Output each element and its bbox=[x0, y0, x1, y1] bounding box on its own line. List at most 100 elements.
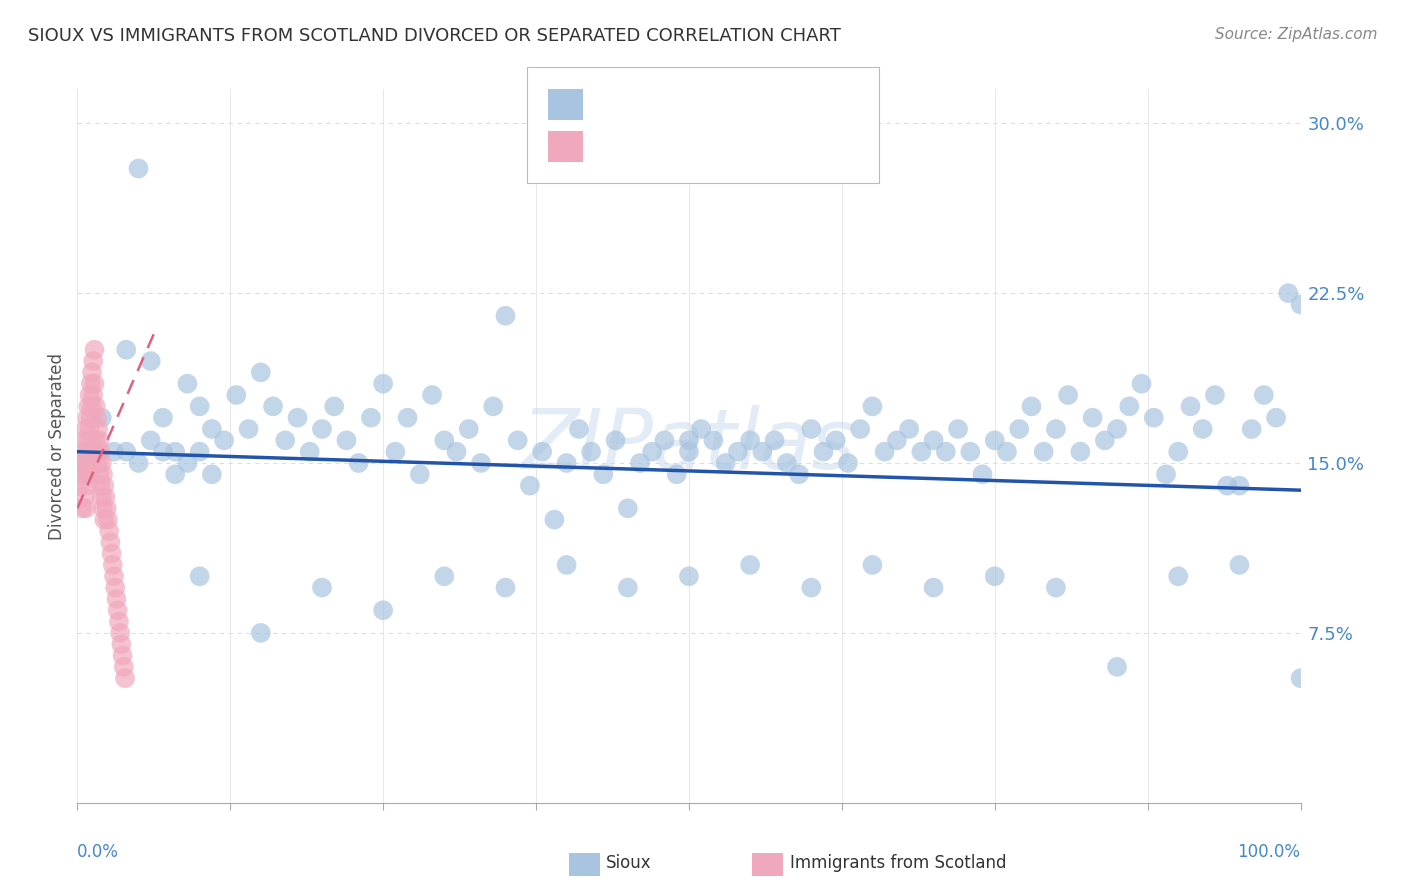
Point bbox=[176, 456, 198, 470]
Point bbox=[87, 422, 110, 436]
Point bbox=[371, 376, 394, 391]
Point bbox=[97, 513, 120, 527]
Point bbox=[605, 434, 627, 448]
Point bbox=[446, 444, 468, 458]
Point bbox=[188, 400, 211, 414]
Point bbox=[311, 581, 333, 595]
Point bbox=[103, 444, 125, 458]
Point bbox=[1216, 478, 1239, 492]
Point bbox=[886, 434, 908, 448]
Point bbox=[495, 309, 517, 323]
Point bbox=[1229, 478, 1251, 492]
Point bbox=[80, 365, 103, 379]
Point bbox=[70, 460, 93, 475]
Point bbox=[1180, 400, 1202, 414]
Point bbox=[1253, 388, 1275, 402]
Point bbox=[82, 354, 104, 368]
Point bbox=[384, 444, 406, 458]
Point bbox=[80, 434, 103, 448]
Point bbox=[579, 444, 602, 458]
Point bbox=[1032, 444, 1054, 458]
Point bbox=[763, 434, 786, 448]
Point bbox=[323, 400, 346, 414]
Point bbox=[76, 410, 98, 425]
Point bbox=[115, 343, 138, 357]
Point bbox=[90, 410, 112, 425]
Text: Sioux: Sioux bbox=[606, 855, 651, 872]
Point bbox=[176, 376, 198, 391]
Point bbox=[75, 422, 97, 436]
Point bbox=[678, 444, 700, 458]
Point bbox=[98, 524, 121, 538]
Point bbox=[73, 434, 96, 448]
Point bbox=[152, 410, 174, 425]
Point bbox=[72, 467, 94, 482]
Point bbox=[225, 388, 247, 402]
Point bbox=[495, 581, 517, 595]
Point bbox=[506, 434, 529, 448]
Point bbox=[972, 467, 994, 482]
Point bbox=[89, 434, 111, 448]
Point bbox=[1289, 297, 1312, 311]
Point bbox=[800, 422, 823, 436]
Point bbox=[922, 581, 945, 595]
Point bbox=[837, 456, 859, 470]
Point bbox=[274, 434, 297, 448]
Point bbox=[959, 444, 981, 458]
Point bbox=[86, 444, 108, 458]
Point bbox=[110, 637, 132, 651]
Point bbox=[77, 467, 100, 482]
Point bbox=[80, 400, 103, 414]
Point bbox=[311, 422, 333, 436]
Point bbox=[910, 444, 932, 458]
Point bbox=[165, 467, 187, 482]
Point bbox=[727, 444, 749, 458]
Point bbox=[665, 467, 688, 482]
Point bbox=[73, 490, 96, 504]
Point bbox=[1008, 422, 1031, 436]
Point bbox=[70, 451, 93, 466]
Point bbox=[91, 467, 114, 482]
Point bbox=[1229, 558, 1251, 572]
Point bbox=[84, 400, 107, 414]
Point bbox=[94, 490, 117, 504]
Point bbox=[80, 376, 103, 391]
Point bbox=[617, 581, 640, 595]
Point bbox=[800, 581, 823, 595]
Point bbox=[1167, 569, 1189, 583]
Point bbox=[555, 456, 578, 470]
Point bbox=[115, 444, 138, 458]
Point bbox=[98, 535, 121, 549]
Y-axis label: Divorced or Separated: Divorced or Separated bbox=[48, 352, 66, 540]
Point bbox=[201, 467, 224, 482]
Point bbox=[740, 558, 762, 572]
Point bbox=[1167, 444, 1189, 458]
Point bbox=[84, 434, 107, 448]
Point bbox=[678, 569, 700, 583]
Point bbox=[105, 591, 128, 606]
Point bbox=[433, 434, 456, 448]
Point bbox=[1045, 422, 1067, 436]
Point bbox=[813, 444, 835, 458]
Point bbox=[107, 603, 129, 617]
Point bbox=[1081, 410, 1104, 425]
Point bbox=[433, 569, 456, 583]
Point bbox=[80, 444, 103, 458]
Point bbox=[93, 513, 115, 527]
Point bbox=[360, 410, 382, 425]
Point bbox=[787, 467, 810, 482]
Point bbox=[83, 343, 105, 357]
Point bbox=[1045, 581, 1067, 595]
Point bbox=[79, 456, 101, 470]
Point bbox=[482, 400, 505, 414]
Point bbox=[898, 422, 921, 436]
Point bbox=[617, 501, 640, 516]
Point bbox=[152, 444, 174, 458]
Point bbox=[69, 478, 91, 492]
Point bbox=[702, 434, 724, 448]
Point bbox=[114, 671, 136, 685]
Point bbox=[127, 456, 149, 470]
Text: Immigrants from Scotland: Immigrants from Scotland bbox=[790, 855, 1007, 872]
Text: 0.0%: 0.0% bbox=[77, 843, 120, 861]
Point bbox=[371, 603, 394, 617]
